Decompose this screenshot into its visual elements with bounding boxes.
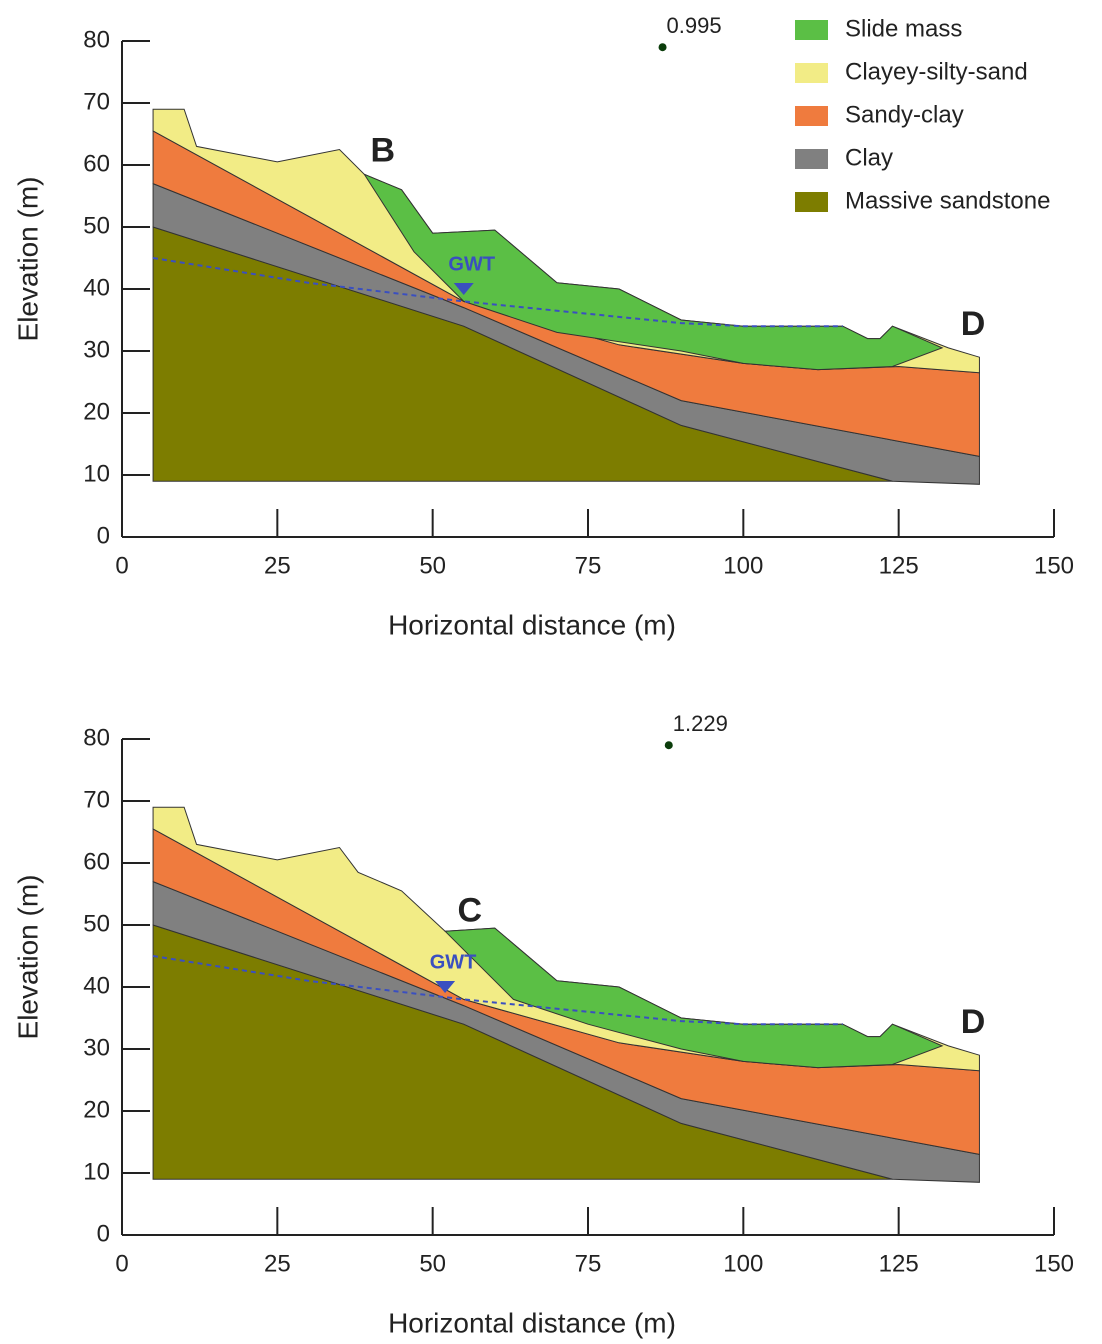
- layer: [363, 173, 944, 371]
- y-tick-label: 80: [83, 724, 110, 751]
- y-tick-label: 30: [83, 336, 110, 363]
- y-tick-label: 60: [83, 848, 110, 875]
- gwt-label: GWT: [430, 951, 477, 973]
- x-tick-label: 0: [115, 552, 128, 579]
- legend-label: Slide mass: [845, 15, 962, 42]
- gwt-marker: [453, 283, 474, 295]
- point-label: C: [458, 892, 483, 930]
- gwt-line: [152, 257, 843, 328]
- y-axis-label: Elevation (m): [12, 177, 43, 342]
- legend-swatch: [795, 63, 828, 83]
- slip-factor: 0.995: [667, 13, 722, 38]
- gwt-marker: [435, 981, 456, 993]
- legend-swatch: [795, 192, 828, 212]
- x-tick-label: 100: [723, 1250, 763, 1277]
- point-label: D: [961, 305, 986, 343]
- legend-label: Clay: [845, 144, 893, 171]
- y-tick-label: 30: [83, 1034, 110, 1061]
- legend-swatch: [795, 149, 828, 169]
- x-tick-label: 50: [419, 1250, 446, 1277]
- slip-center: [664, 741, 673, 750]
- legend-swatch: [795, 106, 828, 126]
- x-tick-label: 75: [575, 1250, 602, 1277]
- y-tick-label: 70: [83, 786, 110, 813]
- x-axis-label: Horizontal distance (m): [388, 1307, 676, 1338]
- y-tick-label: 10: [83, 460, 110, 487]
- x-axis-label: Horizontal distance (m): [388, 609, 676, 640]
- x-tick-label: 0: [115, 1250, 128, 1277]
- layer: [443, 927, 944, 1069]
- x-tick-label: 125: [879, 1250, 919, 1277]
- y-tick-label: 0: [97, 1220, 110, 1247]
- slip-center: [658, 43, 667, 52]
- y-tick-label: 40: [83, 972, 110, 999]
- legend-swatch: [795, 20, 828, 40]
- y-tick-label: 70: [83, 88, 110, 115]
- gwt-label: GWT: [448, 253, 495, 275]
- x-tick-label: 100: [723, 552, 763, 579]
- y-tick-label: 50: [83, 910, 110, 937]
- point-label: D: [961, 1003, 986, 1041]
- y-tick-label: 10: [83, 1158, 110, 1185]
- x-tick-label: 25: [264, 552, 291, 579]
- y-tick-label: 60: [83, 150, 110, 177]
- y-tick-label: 20: [83, 1096, 110, 1123]
- y-tick-label: 80: [83, 26, 110, 53]
- y-tick-label: 40: [83, 274, 110, 301]
- x-tick-label: 75: [575, 552, 602, 579]
- x-tick-label: 125: [879, 552, 919, 579]
- slip-factor: 1.229: [673, 711, 728, 736]
- legend-label: Clayey-silty-sand: [845, 58, 1028, 85]
- x-tick-label: 150: [1034, 552, 1074, 579]
- point-label: B: [371, 132, 396, 170]
- y-tick-label: 20: [83, 398, 110, 425]
- y-tick-label: 50: [83, 212, 110, 239]
- legend-label: Sandy-clay: [845, 101, 964, 128]
- x-tick-label: 25: [264, 1250, 291, 1277]
- x-tick-label: 50: [419, 552, 446, 579]
- gwt-line: [152, 955, 843, 1026]
- x-tick-label: 150: [1034, 1250, 1074, 1277]
- y-axis-label: Elevation (m): [12, 875, 43, 1040]
- legend-label: Massive sandstone: [845, 187, 1050, 214]
- y-tick-label: 0: [97, 522, 110, 549]
